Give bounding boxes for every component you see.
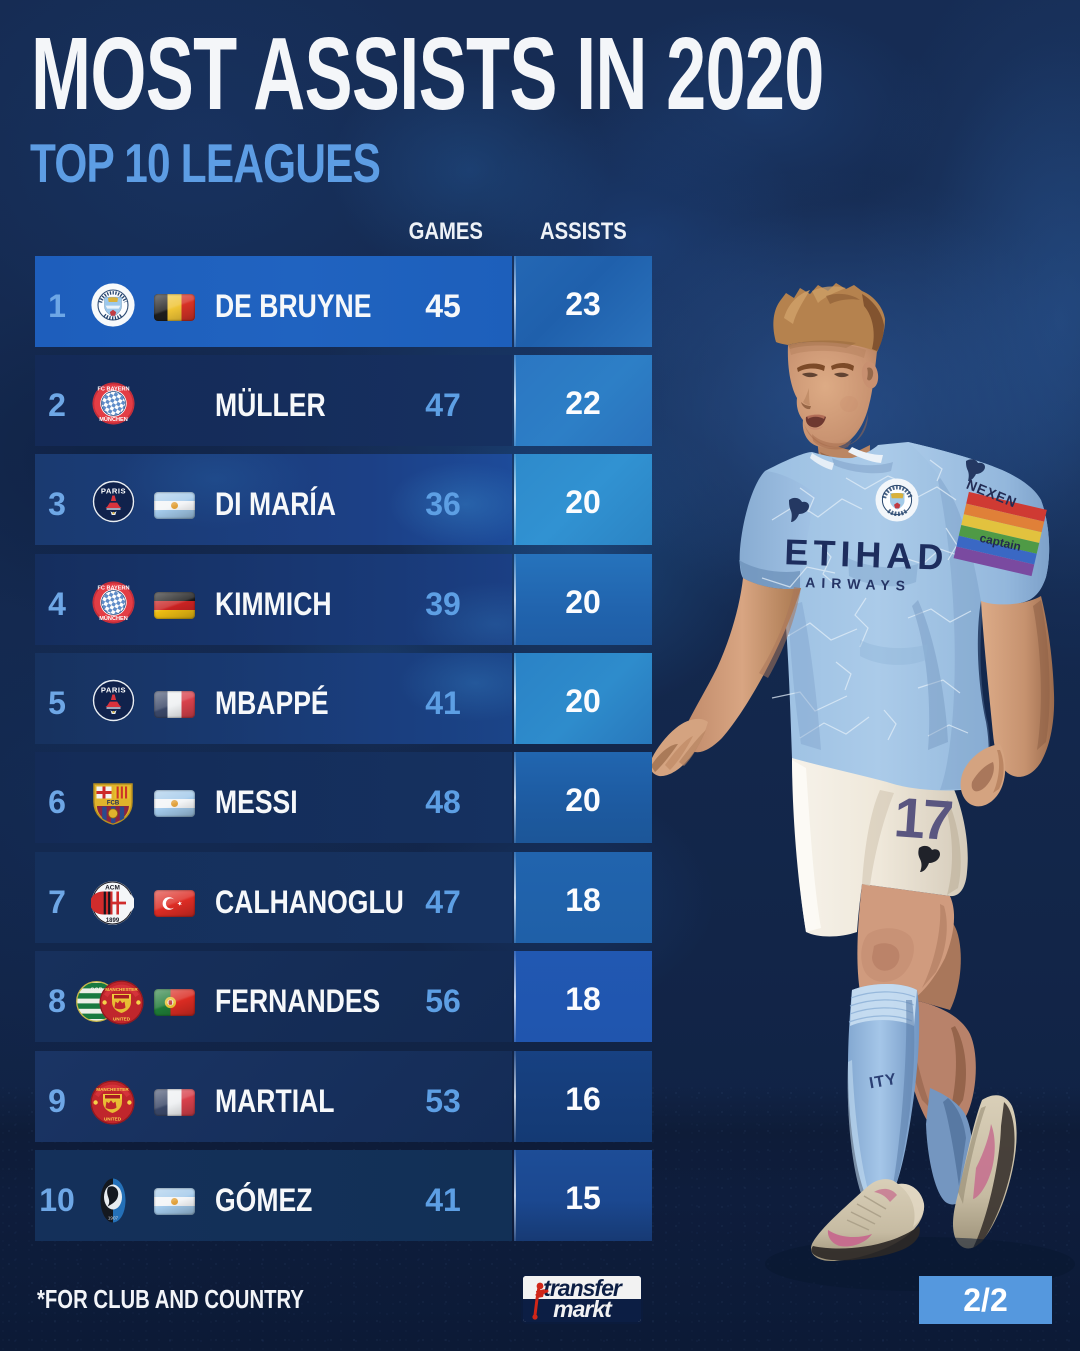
svg-text:MÜNCHEN: MÜNCHEN xyxy=(99,416,128,423)
svg-text:SCP: SCP xyxy=(90,988,102,994)
svg-text:MANCHESTER: MANCHESTER xyxy=(96,1087,129,1092)
svg-text:UNITED: UNITED xyxy=(104,1117,122,1122)
svg-text:PARIS: PARIS xyxy=(101,686,126,695)
svg-text:FC BAYERN: FC BAYERN xyxy=(97,585,129,591)
svg-text:UNITED: UNITED xyxy=(113,1017,131,1022)
svg-text:1907: 1907 xyxy=(108,1216,119,1221)
svg-text:MÜNCHEN: MÜNCHEN xyxy=(99,615,128,622)
svg-text:PARIS: PARIS xyxy=(101,487,126,496)
svg-text:FC BAYERN: FC BAYERN xyxy=(97,386,129,392)
svg-text:MANCHESTER: MANCHESTER xyxy=(105,987,138,992)
svg-text:ITY: ITY xyxy=(868,1071,898,1093)
svg-text:AIRWAYS: AIRWAYS xyxy=(805,574,911,594)
svg-text:ACM: ACM xyxy=(105,885,120,892)
svg-text:1899: 1899 xyxy=(106,918,120,924)
svg-text:ETIHAD: ETIHAD xyxy=(784,531,949,578)
svg-text:17: 17 xyxy=(892,785,953,852)
svg-text:FCB: FCB xyxy=(107,801,120,807)
